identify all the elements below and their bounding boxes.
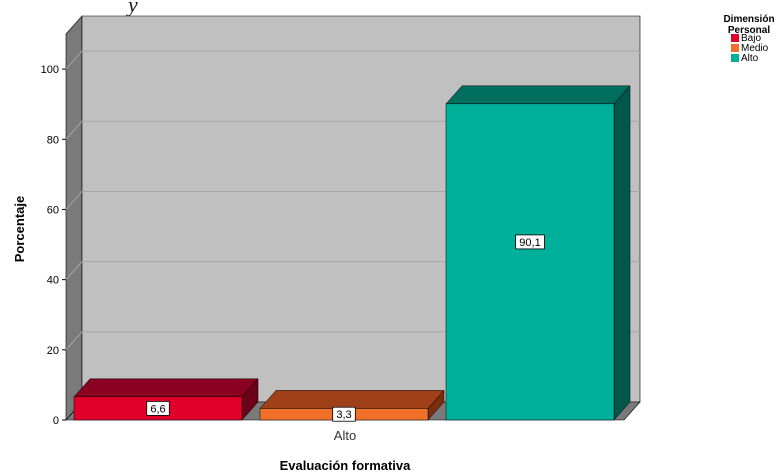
side-wall	[65, 15, 83, 421]
bar-top	[445, 85, 631, 105]
data-label-medio: 3,3	[332, 406, 356, 422]
legend-title-line1: Dimensión	[723, 14, 774, 25]
legend-item-bajo: Bajo	[731, 33, 761, 44]
data-label-box	[515, 234, 545, 250]
category-label-alto: Alto	[334, 428, 356, 443]
y-tick-label-0: 0	[53, 415, 59, 427]
x-axis-title: Evaluación formativa	[280, 458, 412, 473]
legend-item-alto: Alto	[731, 53, 759, 64]
y-tick-label-40: 40	[47, 275, 59, 287]
bar-front	[445, 103, 615, 421]
data-label-text: 90,1	[519, 237, 540, 249]
bar-top	[259, 390, 445, 409]
gridline-100	[65, 50, 640, 70]
data-label-box	[146, 401, 170, 416]
bar-alto	[445, 85, 631, 421]
legend-label: Medio	[741, 43, 769, 54]
data-label-text: 6,6	[150, 403, 165, 415]
bar-side	[613, 85, 631, 421]
legend-swatch	[731, 54, 739, 62]
legend-label: Bajo	[741, 33, 761, 44]
y-tick-label-100: 100	[41, 64, 59, 76]
bar-top	[73, 378, 259, 398]
legend-label: Alto	[741, 53, 759, 64]
legend-item-medio: Medio	[731, 43, 769, 54]
y-axis: 0 20 40 60 80 100	[41, 64, 66, 427]
legend-swatch	[731, 34, 739, 42]
y-tick-label-80: 80	[47, 134, 59, 146]
y-tick-label-60: 60	[47, 204, 59, 216]
data-labels: 6,6 3,3 90,1	[146, 234, 545, 422]
legend-swatch	[731, 44, 739, 52]
y-tick-label-20: 20	[47, 345, 59, 357]
data-label-box	[332, 406, 356, 422]
data-label-bajo: 6,6	[146, 401, 170, 416]
partial-title: y	[126, 0, 138, 17]
y-axis-title: Porcentaje	[12, 196, 27, 262]
data-label-text: 3,3	[336, 409, 351, 421]
data-label-alto: 90,1	[515, 234, 545, 250]
legend-title-line2: Personal	[728, 25, 770, 36]
